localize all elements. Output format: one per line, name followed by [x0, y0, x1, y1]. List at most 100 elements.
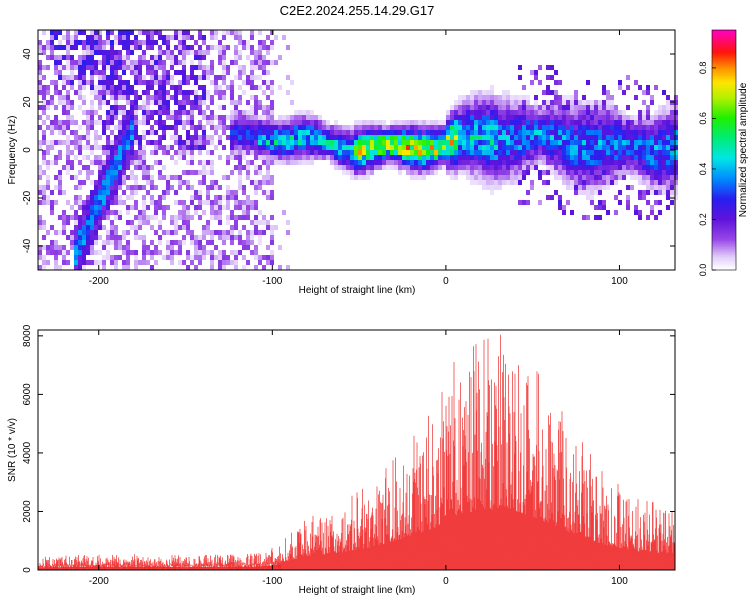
spectrogram-cell	[638, 165, 642, 170]
spectrogram-cell	[566, 180, 570, 185]
spectrogram-cell	[234, 45, 238, 50]
colorbar-swatch	[712, 152, 736, 155]
spectrogram-cell	[646, 155, 650, 160]
spectrogram-cell	[150, 175, 154, 180]
spectrogram-cell	[450, 130, 454, 135]
spectrogram-cell	[134, 110, 138, 115]
spectrogram-cell	[90, 215, 94, 220]
spectrogram-cell	[610, 95, 614, 100]
spectrogram-cell	[614, 150, 618, 155]
spectrogram-cell	[82, 70, 86, 75]
spectrogram-cell	[90, 260, 94, 265]
spectrogram-cell	[526, 190, 530, 195]
spectrogram-cell	[502, 120, 506, 125]
colorbar-swatch	[712, 84, 736, 87]
colorbar-swatch	[712, 248, 736, 251]
spectrogram-cell	[514, 180, 518, 185]
colorbar-swatch	[712, 132, 736, 135]
spectrogram-cell	[610, 135, 614, 140]
colorbar-swatch	[712, 56, 736, 59]
spectrogram-cell	[302, 155, 306, 160]
spectrogram-cell	[190, 105, 194, 110]
spectrogram-cell	[534, 100, 538, 105]
spectrogram-cell	[422, 135, 426, 140]
spectrogram-cell	[466, 125, 470, 130]
spectrogram-cell	[78, 80, 82, 85]
spectrogram-cell	[106, 205, 110, 210]
spectrogram-cell	[82, 110, 86, 115]
spectrogram-cell	[362, 170, 366, 175]
spectrogram-cell	[258, 170, 262, 175]
spectrogram-cell	[86, 80, 90, 85]
spectrogram-cell	[642, 195, 646, 200]
colorbar-swatch	[712, 208, 736, 211]
spectrogram-cell	[262, 45, 266, 50]
spectrogram-cell	[90, 30, 94, 35]
spectrogram-cell	[118, 235, 122, 240]
spectrogram-cell	[146, 175, 150, 180]
spectrogram-cell	[354, 155, 358, 160]
spectrogram-cell	[546, 100, 550, 105]
spectrogram-cell	[430, 170, 434, 175]
spectrogram-cell	[574, 145, 578, 150]
spectrogram-cell	[62, 105, 66, 110]
spectrogram-cell	[550, 110, 554, 115]
spectrogram-cell	[442, 125, 446, 130]
colorbar-swatch	[712, 94, 736, 97]
spectrogram-cell	[558, 165, 562, 170]
spectrogram-cell	[570, 135, 574, 140]
spectrogram-cell	[66, 235, 70, 240]
spectrogram-cell	[194, 255, 198, 260]
spectrogram-cell	[106, 30, 110, 35]
colorbar-swatch	[712, 176, 736, 179]
spectrogram-cell	[110, 190, 114, 195]
spectrogram-cell	[38, 40, 42, 45]
spectrogram-cell	[130, 115, 134, 120]
spectrogram-cell	[398, 135, 402, 140]
spectrogram-cell	[494, 185, 498, 190]
spectrogram-cell	[42, 140, 46, 145]
spectrogram-cell	[170, 240, 174, 245]
spectrogram-cell	[454, 105, 458, 110]
spectrogram-cell	[598, 170, 602, 175]
spectrogram-cell	[66, 215, 70, 220]
spectrogram-cell	[618, 115, 622, 120]
spectrogram-cell	[258, 260, 262, 265]
spectrogram-cell	[230, 95, 234, 100]
spectrogram-cell	[342, 150, 346, 155]
spectrogram-cell	[226, 85, 230, 90]
spectrogram-cell	[258, 30, 262, 35]
spectrogram-cell	[458, 140, 462, 145]
spectrogram-cell	[566, 140, 570, 145]
spectrogram-cell	[486, 135, 490, 140]
spectrogram-cell	[510, 125, 514, 130]
spectrogram-cell	[54, 260, 58, 265]
spectrogram-cell	[210, 230, 214, 235]
spectrogram-cell	[282, 155, 286, 160]
spectrogram-cell	[202, 85, 206, 90]
spectrogram-cell	[178, 85, 182, 90]
spectrogram-cell	[42, 120, 46, 125]
spectrogram-cell	[110, 140, 114, 145]
spectrogram-cell	[282, 140, 286, 145]
spectrogram-cell	[282, 115, 286, 120]
spectrogram-cell	[646, 110, 650, 115]
spectrogram-cell	[82, 145, 86, 150]
spectrogram-cell	[182, 95, 186, 100]
spectrogram-cell	[182, 260, 186, 265]
spectrogram-cell	[62, 110, 66, 115]
spectrogram-cell	[366, 125, 370, 130]
spectrogram-cell	[526, 130, 530, 135]
spectrogram-cell	[122, 120, 126, 125]
spectrogram-cell	[610, 155, 614, 160]
spectrogram-cell	[278, 140, 282, 145]
spectrogram-cell	[98, 120, 102, 125]
spectrogram-cell	[210, 35, 214, 40]
spectrogram-cell	[98, 100, 102, 105]
spectrogram-cell	[142, 250, 146, 255]
spectrogram-cell	[202, 55, 206, 60]
spectrogram-cell	[42, 90, 46, 95]
spectrogram-cell	[226, 195, 230, 200]
spectrogram-cell	[58, 30, 62, 35]
spectrogram-cell	[538, 175, 542, 180]
